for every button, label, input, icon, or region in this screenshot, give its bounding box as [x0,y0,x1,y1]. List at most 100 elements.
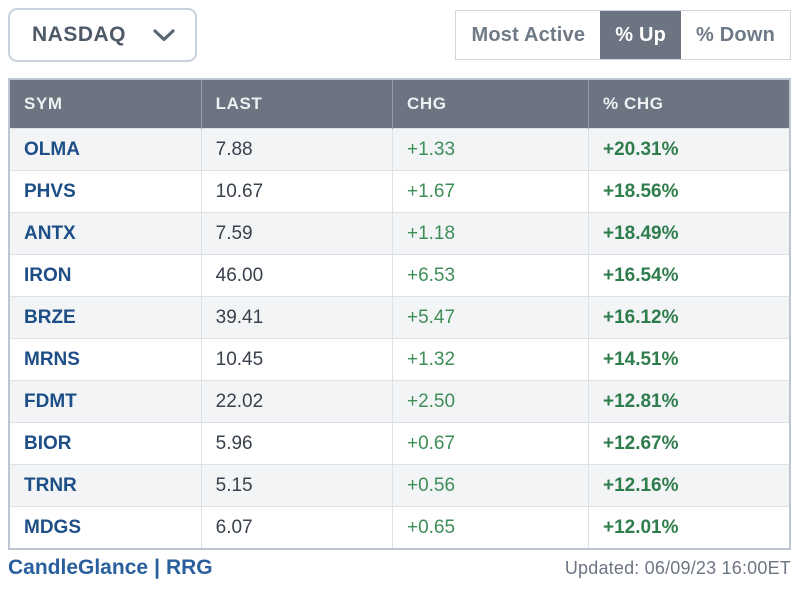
percent-change-cell: +12.01% [588,506,790,549]
footer-links: CandleGlance | RRG [8,556,213,580]
change-value-cell: +1.18 [392,212,589,255]
last-price: 39.41 [215,307,264,328]
symbol-link-cell: PHVS [9,170,202,213]
change-value-cell: +1.67 [392,170,589,213]
last-price: 5.96 [215,433,253,454]
symbol-link-cell: IRON [9,254,202,297]
toolbar: NASDAQ Most Active % Up % Down [0,0,798,72]
table-row: BIOR 5.96 +0.67 +12.67% [9,422,790,465]
last-price: 10.67 [215,181,264,202]
footer: CandleGlance | RRG Updated: 06/09/23 16:00… [8,553,791,583]
rrg-link[interactable]: RRG [165,556,213,579]
percent-change: +12.81% [602,391,679,412]
table-row: OLMA 7.88 +1.33 +20.31% [9,128,790,171]
footer-link-separator: | [154,556,160,579]
last-price-cell: 10.45 [201,338,393,381]
change-value-cell: +5.47 [392,296,589,339]
last-price: 7.88 [215,139,253,160]
percent-change-cell: +18.49% [588,212,790,255]
table-row: TRNR 5.15 +0.56 +12.16% [9,464,790,507]
tab-percent-up[interactable]: % Up [600,11,682,59]
symbol-link-cell: TRNR [9,464,202,507]
symbol-link-cell: MDGS [9,506,202,549]
change-value-cell: +2.50 [392,380,589,423]
change-value: +0.65 [406,517,456,538]
change-value: +1.18 [406,223,456,244]
percent-change: +12.67% [602,433,679,454]
change-value: +2.50 [406,391,456,412]
last-price-cell: 5.15 [201,464,393,507]
symbol-link[interactable]: BRZE [24,307,76,328]
tab-percent-down[interactable]: % Down [696,23,775,46]
table-row: FDMT 22.02 +2.50 +12.81% [9,380,790,423]
table-body: OLMA 7.88 +1.33 +20.31% PHVS 10.67 +1.67 +18.56… [9,128,790,549]
change-value-cell: +1.32 [392,338,589,381]
symbol-link[interactable]: PHVS [24,181,76,202]
change-value: +1.33 [406,139,456,160]
column-header-pct-chg: % CHG [588,79,790,129]
percent-change: +20.31% [602,139,679,160]
symbol-link[interactable]: TRNR [24,475,77,496]
percent-change-cell: +16.12% [588,296,790,339]
last-price-cell: 7.88 [201,128,393,171]
change-value: +0.67 [406,433,456,454]
symbol-link-cell: FDMT [9,380,202,423]
symbol-link[interactable]: MDGS [24,517,81,538]
percent-change: +12.16% [602,475,679,496]
last-price: 10.45 [215,349,264,370]
change-value: +6.53 [406,265,456,286]
change-value: +0.56 [406,475,456,496]
symbol-link-cell: ANTX [9,212,202,255]
last-price: 5.15 [215,475,253,496]
last-price-cell: 7.59 [201,212,393,255]
gainers-table: SYM LAST CHG % CHG OLMA 7.88 +1.33 +20.31% P… [8,78,791,550]
percent-change: +14.51% [602,349,679,370]
last-price: 46.00 [215,265,264,286]
last-price-cell: 5.96 [201,422,393,465]
change-value: +5.47 [406,307,456,328]
exchange-dropdown-value: NASDAQ [32,23,127,46]
symbol-link[interactable]: FDMT [24,391,77,412]
last-price: 6.07 [215,517,253,538]
column-header-chg: CHG [392,79,589,129]
symbol-link[interactable]: ANTX [24,223,76,244]
last-price-cell: 22.02 [201,380,393,423]
candleglance-link[interactable]: CandleGlance [8,556,149,579]
percent-change: +18.56% [602,181,679,202]
change-value-cell: +0.65 [392,506,589,549]
symbol-link-cell: MRNS [9,338,202,381]
last-price-cell: 39.41 [201,296,393,339]
last-price-cell: 10.67 [201,170,393,213]
updated-timestamp: Updated: 06/09/23 16:00ET [564,557,791,578]
percent-change-cell: +12.16% [588,464,790,507]
percent-change: +18.49% [602,223,679,244]
percent-change: +12.01% [602,517,679,538]
last-price: 22.02 [215,391,264,412]
change-value-cell: +6.53 [392,254,589,297]
percent-change-cell: +12.81% [588,380,790,423]
percent-change-cell: +12.67% [588,422,790,465]
column-header-sym: SYM [9,79,202,129]
last-price-cell: 46.00 [201,254,393,297]
exchange-dropdown[interactable]: NASDAQ [8,8,197,62]
symbol-link-cell: OLMA [9,128,202,171]
tab-most-active[interactable]: Most Active [471,23,586,46]
last-price: 7.59 [215,223,253,244]
table-row: MRNS 10.45 +1.32 +14.51% [9,338,790,381]
change-value: +1.32 [406,349,456,370]
chevron-down-icon [153,28,175,42]
symbol-link[interactable]: MRNS [24,349,80,370]
change-value-cell: +0.56 [392,464,589,507]
column-header-last: LAST [201,79,393,129]
percent-change: +16.54% [602,265,679,286]
percent-change-cell: +18.56% [588,170,790,213]
symbol-link[interactable]: BIOR [24,433,72,454]
symbol-link[interactable]: IRON [24,265,72,286]
change-value-cell: +0.67 [392,422,589,465]
filter-tab-group: Most Active % Up % Down [455,10,791,60]
percent-change: +16.12% [602,307,679,328]
symbol-link-cell: BRZE [9,296,202,339]
symbol-link[interactable]: OLMA [24,139,80,160]
percent-change-cell: +14.51% [588,338,790,381]
table-row: PHVS 10.67 +1.67 +18.56% [9,170,790,213]
